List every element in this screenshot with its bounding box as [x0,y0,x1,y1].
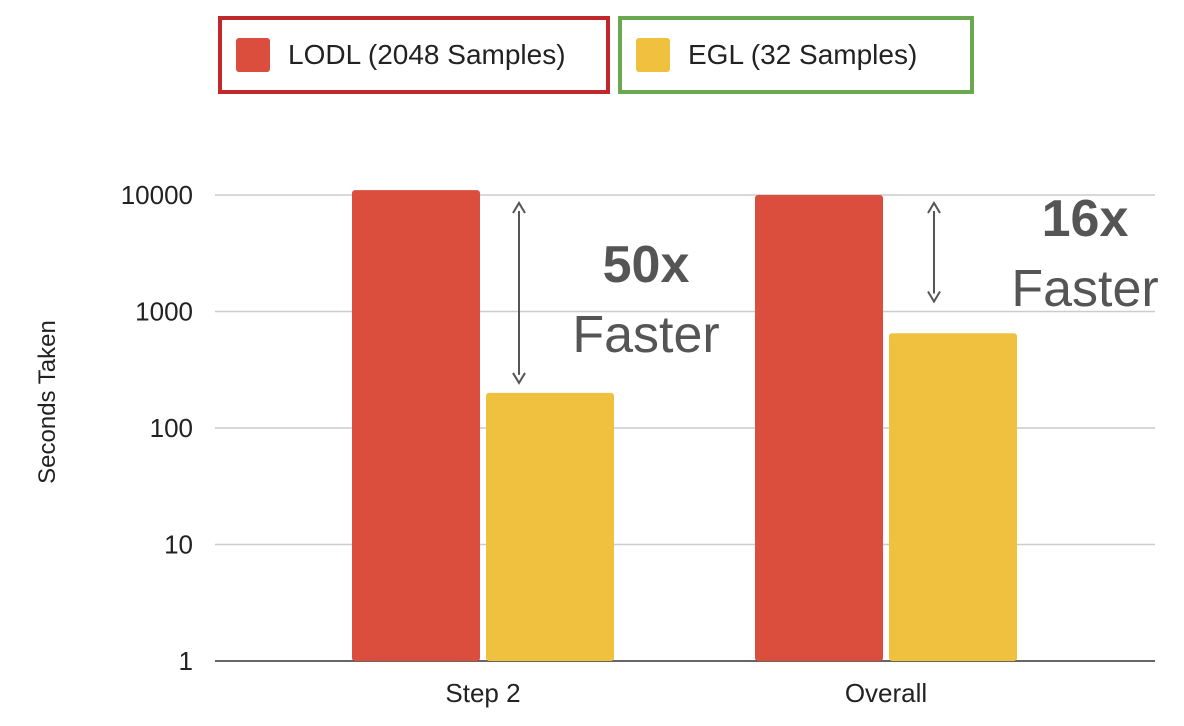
annotation-multiplier: 50x [603,236,690,294]
annotation-word: Faster [1011,260,1158,318]
x-tick-label: Overall [845,678,927,708]
annotation-arrowhead-down [927,290,941,304]
annotation-arrowhead-up [512,201,526,214]
bar-egl [486,392,614,661]
legend-swatch-egl [636,38,670,72]
y-tick-label: 10 [164,530,193,560]
y-tick-label: 1000 [135,297,193,327]
bar-egl [889,333,1017,661]
legend-swatch-lodl [236,38,270,72]
legend-item-egl[interactable]: EGL (32 Samples) [618,16,974,94]
legend-label-lodl: LODL (2048 Samples) [288,39,566,70]
annotation-word: Faster [572,306,719,364]
annotation-arrowhead-down [512,372,526,385]
y-tick-label: 100 [150,413,193,443]
annotation-multiplier: 16x [1042,190,1129,248]
x-tick-label: Step 2 [445,678,520,708]
annotation-arrowhead-up [927,201,941,214]
legend-label-egl: EGL (32 Samples) [688,39,918,70]
bar-lodl [352,190,480,662]
legend-item-lodl[interactable]: LODL (2048 Samples) [218,16,610,94]
y-tick-label: 1 [179,646,193,676]
y-tick-label: 10000 [121,180,193,210]
bar-lodl [755,195,883,661]
y-axis-title: Seconds Taken [34,320,61,484]
